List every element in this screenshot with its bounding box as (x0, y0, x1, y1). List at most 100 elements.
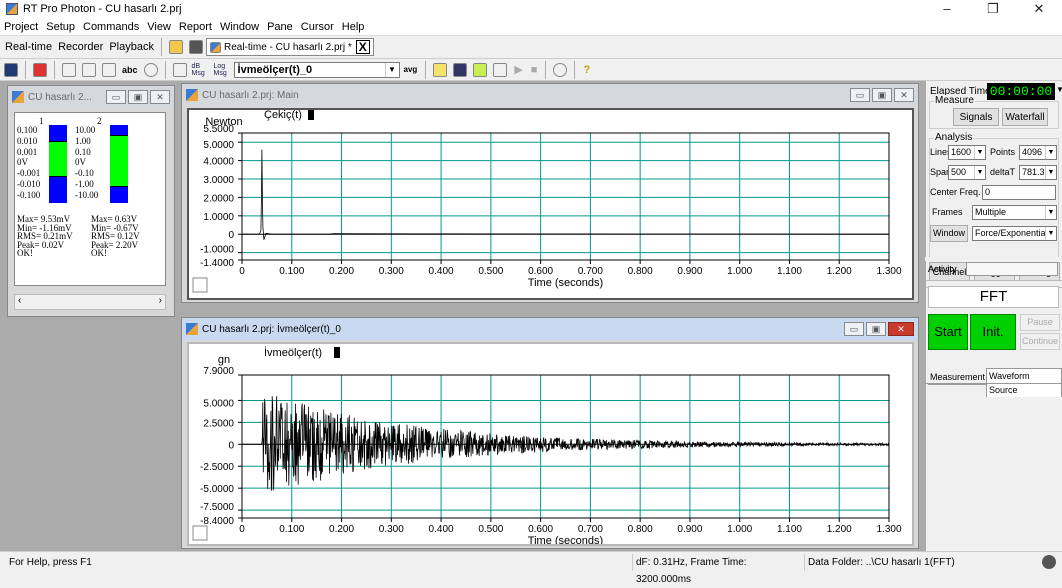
x-tick-label: 0.400 (429, 524, 454, 535)
playback-button[interactable]: Playback (109, 41, 154, 53)
window-button[interactable]: Window (930, 225, 968, 242)
record-icon[interactable] (453, 62, 468, 77)
maximize-button[interactable]: ▣ (128, 90, 148, 104)
zoom-icon[interactable] (143, 62, 158, 77)
mode-toolbar: Real-time Recorder Playback Real-time - … (0, 35, 1062, 59)
chevron-down-icon[interactable]: ▼ (1056, 85, 1062, 94)
stat-max: Max= 0.63V (91, 214, 138, 224)
marker-icon[interactable] (473, 62, 488, 77)
close-button[interactable]: ✕ (888, 322, 914, 336)
realtime-button[interactable]: Real-time (5, 41, 53, 53)
open-folder-icon[interactable] (168, 40, 183, 54)
minimize-button[interactable]: ▭ (844, 322, 864, 336)
menu-commands[interactable]: Commands (83, 20, 140, 33)
lines-select[interactable]: 1600 ▼ (948, 145, 986, 160)
stat-status: OK! (17, 248, 33, 258)
window-icon (12, 91, 24, 103)
channel-select[interactable]: İvmeölçer(t)_0 ▼ (233, 61, 400, 78)
abc-text-button[interactable]: abc (122, 64, 138, 75)
peak-icon[interactable] (82, 62, 96, 77)
plot-frame (241, 374, 890, 519)
scroll-left-icon[interactable]: ‹ (18, 295, 22, 306)
menu-window[interactable]: Window (219, 20, 260, 33)
init-button[interactable]: Init. (970, 314, 1016, 350)
stat-rms: RMS= 0.12V (91, 231, 140, 241)
save-icon[interactable] (4, 62, 18, 77)
page-icon[interactable] (493, 62, 508, 77)
stop-icon[interactable]: ■ (530, 63, 538, 76)
maximize-button[interactable]: ▣ (866, 322, 886, 336)
frames-select[interactable]: Multiple ▼ (972, 205, 1057, 220)
chart-options-icon (192, 277, 208, 293)
properties-icon[interactable] (62, 62, 76, 77)
tab-measurement[interactable]: Measurement (928, 370, 988, 385)
trace-icon[interactable] (102, 62, 116, 77)
horizontal-scrollbar[interactable]: ‹ › (14, 294, 166, 310)
maximize-button[interactable]: ❐ (987, 1, 999, 16)
channel-1-level-fill (49, 141, 67, 177)
x-tick-label: 1.100 (777, 524, 802, 535)
minimize-button[interactable]: ▭ (850, 88, 870, 102)
span-select[interactable]: 500 ▼ (948, 165, 986, 180)
stat-min: Min= -1.16mV (17, 222, 72, 233)
x-tick-label: 0.500 (478, 266, 503, 277)
activity-label-text: Activity (928, 264, 957, 274)
menu-setup[interactable]: Setup (46, 20, 75, 33)
measure-group (929, 101, 1059, 129)
tab-close-button[interactable]: X (355, 40, 370, 54)
help-icon[interactable]: ? (583, 63, 591, 76)
close-button[interactable]: ✕ (894, 88, 914, 102)
chevron-down-icon: ▼ (384, 62, 399, 77)
autoscale-icon[interactable] (172, 62, 187, 77)
signals-button[interactable]: Signals (953, 108, 999, 126)
deltat-select[interactable]: 781.3 u ▼ (1019, 165, 1057, 180)
series-line (242, 149, 890, 240)
y-tick-label: 4.0000 (203, 157, 234, 168)
maximize-button[interactable]: ▣ (872, 88, 892, 102)
close-button[interactable]: ✕ (150, 90, 170, 104)
waterfall-button[interactable]: Waterfall (1002, 108, 1048, 126)
settings-icon[interactable] (553, 62, 568, 77)
tab-waveform-source[interactable]: Waveform Source (986, 368, 1062, 397)
window-select[interactable]: Force/Exponential ▼ (972, 226, 1057, 241)
copy-icon[interactable] (188, 40, 203, 54)
minimize-button[interactable]: – (943, 1, 951, 16)
series-line (242, 396, 890, 491)
db-msg-button[interactable]: dB Msg (191, 62, 205, 77)
main-window-titlebar[interactable]: CU hasarlı 2.prj: Main ▭ ▣ ✕ (182, 84, 918, 106)
stat-rms: RMS= 0.21mV (17, 231, 73, 241)
average-button[interactable]: avg (403, 65, 418, 74)
recorder-button[interactable]: Recorder (58, 41, 104, 53)
close-button[interactable]: ✕ (1033, 1, 1045, 16)
play-icon[interactable]: ▶ (514, 64, 523, 76)
menu-help[interactable]: Help (341, 20, 365, 33)
x-tick-label: 0.200 (329, 266, 354, 277)
minimize-button[interactable]: ▭ (106, 90, 126, 104)
span-label: Span (930, 167, 952, 177)
continue-button[interactable]: Continue (1020, 333, 1060, 350)
app-icon (6, 3, 18, 15)
document-tab[interactable]: Real-time - CU hasarlı 2.prj * X (205, 38, 374, 56)
center-freq-input[interactable]: 0 (982, 185, 1056, 200)
meter-window-titlebar[interactable]: CU hasarlı 2... ▭ ▣ ✕ (8, 86, 174, 108)
menu-project[interactable]: Project (4, 20, 39, 33)
scale-label: 0V (17, 157, 28, 168)
menu-report[interactable]: Report (178, 20, 212, 33)
menu-pane[interactable]: Pane (267, 20, 293, 33)
pause-button[interactable]: Pause (1020, 314, 1060, 331)
chart-icon[interactable] (433, 62, 448, 77)
activity-bar (966, 262, 1058, 276)
start-button[interactable]: Start (928, 314, 968, 350)
menu-view[interactable]: View (147, 20, 171, 33)
y-tick-label: -5.0000 (200, 484, 234, 495)
tab-baseline (925, 383, 1062, 384)
points-select[interactable]: 4096 ▼ (1019, 145, 1057, 160)
accel-window-titlebar[interactable]: CU hasarlı 2.prj: İvmeölçer(t)_0 ▭ ▣ ✕ (182, 318, 918, 340)
menu-cursor[interactable]: Cursor (300, 20, 334, 33)
scroll-right-icon[interactable]: › (158, 295, 162, 306)
x-tick-label: 0.200 (329, 524, 354, 535)
setup-icon[interactable] (33, 62, 47, 77)
y-axis-label: Newton (205, 116, 242, 128)
status-info: dF: 0.31Hz, Frame Time: 3200.000ms (632, 554, 802, 585)
log-msg-button[interactable]: Log Msg (213, 62, 227, 77)
